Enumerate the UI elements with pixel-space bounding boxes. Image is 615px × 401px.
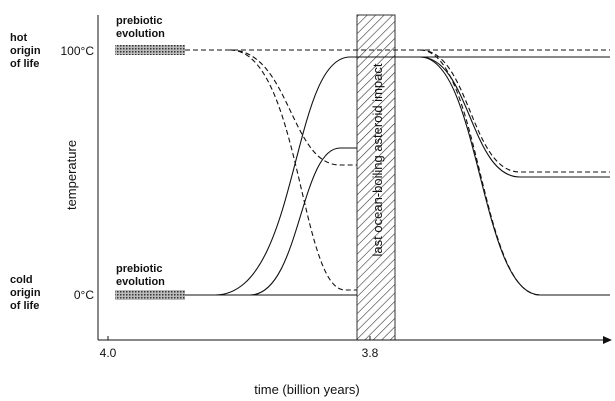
curve: [419, 56, 610, 178]
curve: [214, 56, 610, 296]
curve: [229, 49, 357, 291]
label: of life: [10, 58, 39, 70]
label: cold: [10, 274, 33, 286]
label: evolution: [116, 276, 165, 288]
y-axis-label: temperature: [64, 140, 79, 210]
label: origin: [10, 45, 41, 57]
impact-band: [356, 14, 396, 341]
label: origin: [10, 287, 41, 299]
label: evolution: [116, 28, 165, 40]
x-arrow: [603, 336, 612, 344]
prebiotic-bar: [115, 45, 185, 55]
label: hot: [10, 32, 27, 44]
curve: [249, 147, 357, 296]
x-axis-label: time (billion years): [254, 382, 359, 397]
curve: [419, 56, 610, 296]
y-tick-label: 0°C: [74, 288, 94, 302]
x-tick-label: 4.0: [100, 346, 117, 360]
label: prebiotic: [116, 263, 162, 275]
label: of life: [10, 300, 39, 312]
y-tick-label: 100°C: [61, 44, 95, 58]
prebiotic-bar: [115, 290, 185, 300]
label: prebiotic: [116, 15, 162, 27]
curve: [419, 49, 610, 296]
impact-label: last ocean-boiling asteroid impact: [370, 63, 385, 256]
x-tick-label: 3.8: [362, 346, 379, 360]
curve: [419, 49, 610, 173]
